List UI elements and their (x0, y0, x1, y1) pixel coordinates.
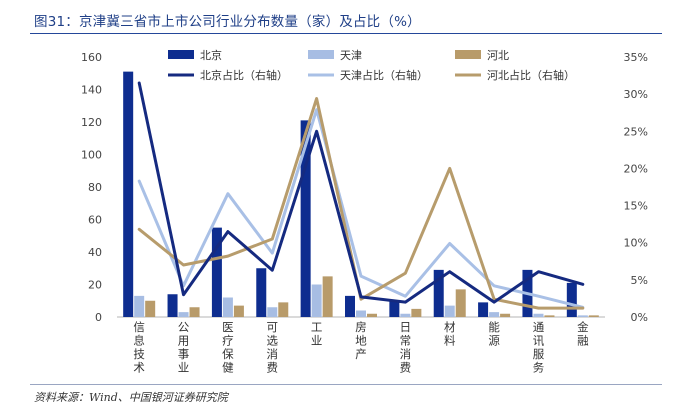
x-tick-label: 日常消费 (400, 320, 412, 375)
source-note: 资料来源：Wind、中国银河证券研究院 (34, 391, 228, 404)
y2-tick-label: 5% (631, 274, 648, 287)
y2-tick-label: 15% (624, 200, 648, 213)
y-tick-label: 160 (81, 51, 102, 64)
legend-entry-beijing-swatch (168, 50, 194, 59)
x-tick-label: 金融 (577, 320, 589, 348)
y2-tick-label: 30% (624, 88, 648, 101)
bar (400, 313, 411, 317)
bar (311, 284, 322, 317)
bar (178, 312, 189, 317)
bar (278, 302, 289, 317)
x-tick-label: 材料 (444, 320, 456, 348)
legend-entry-tianjin-swatch (308, 50, 334, 59)
legend-entry-hebei-swatch (455, 50, 481, 59)
legend-entry-hebei-label: 河北 (487, 49, 509, 62)
bar (544, 315, 555, 317)
source-divider (30, 384, 662, 385)
x-tick-label: 可选消费 (267, 320, 279, 375)
y-tick-label: 60 (88, 214, 102, 227)
x-tick-label: 公用事业 (178, 320, 190, 375)
y2-tick-label: 20% (624, 162, 648, 175)
bar (167, 294, 178, 317)
bar (489, 312, 500, 317)
bar (145, 300, 156, 317)
bar (322, 276, 333, 317)
bar (478, 302, 489, 317)
legend-entry-tianjin-label: 天津 (340, 49, 362, 62)
y2-tick-label: 10% (624, 237, 648, 250)
bar (500, 313, 511, 317)
y-tick-label: 20 (88, 279, 102, 292)
y2-tick-label: 25% (624, 125, 648, 138)
bar (300, 120, 311, 317)
bar (389, 300, 400, 317)
bar (577, 315, 588, 317)
bar (588, 315, 599, 317)
title-divider (30, 33, 662, 34)
chart-bars (123, 71, 599, 317)
bar (356, 310, 366, 317)
legend-entry-hebei-share-label: 河北占比（右轴） (487, 68, 575, 82)
y-tick-label: 80 (88, 181, 102, 194)
bar (189, 307, 200, 317)
x-tick-label: 工业 (311, 320, 323, 348)
bar (367, 313, 377, 317)
bar (256, 268, 267, 317)
series-line (137, 81, 585, 304)
y-tick-label: 0 (95, 311, 102, 324)
y-tick-label: 40 (88, 246, 102, 259)
bar (211, 227, 222, 317)
bar (411, 308, 422, 317)
chart-axes: 0 20 40 60 80 100 120 140 160 0% 5% 10% 15% 20% 25% 30%… (81, 51, 648, 375)
figure-title: 图31：京津冀三省市上市公司行业分布数量（家）及占比（%） (34, 14, 421, 30)
x-tick-label: 能源 (488, 320, 500, 348)
y2-tick-label: 35% (624, 51, 648, 64)
bar (455, 289, 466, 317)
x-tick-label: 医疗保健 (222, 320, 234, 375)
y-tick-label: 140 (81, 84, 102, 97)
x-tick-label: 通讯服务 (533, 320, 545, 375)
bar (134, 295, 145, 317)
chart-lines (137, 81, 585, 310)
bar (222, 297, 233, 317)
bar (433, 269, 444, 317)
legend-entry-beijing-label: 北京 (200, 48, 222, 62)
legend-entry-tianjin-share-label: 天津占比（右轴） (340, 68, 428, 82)
bar (533, 313, 544, 317)
bar (566, 282, 577, 317)
series-line (137, 97, 585, 310)
x-tick-label: 房地产 (355, 320, 367, 361)
legend-entry-beijing-share-label: 北京占比（右轴） (200, 68, 288, 82)
x-tick-label: 信息技术 (133, 320, 145, 375)
series-line (137, 108, 585, 309)
bar (345, 295, 355, 317)
bar (444, 305, 455, 317)
bar (267, 307, 278, 317)
bar (123, 71, 134, 317)
y-tick-label: 120 (81, 116, 102, 129)
y-tick-label: 100 (81, 149, 102, 162)
y2-tick-label: 0% (631, 311, 648, 324)
bar (233, 305, 244, 317)
